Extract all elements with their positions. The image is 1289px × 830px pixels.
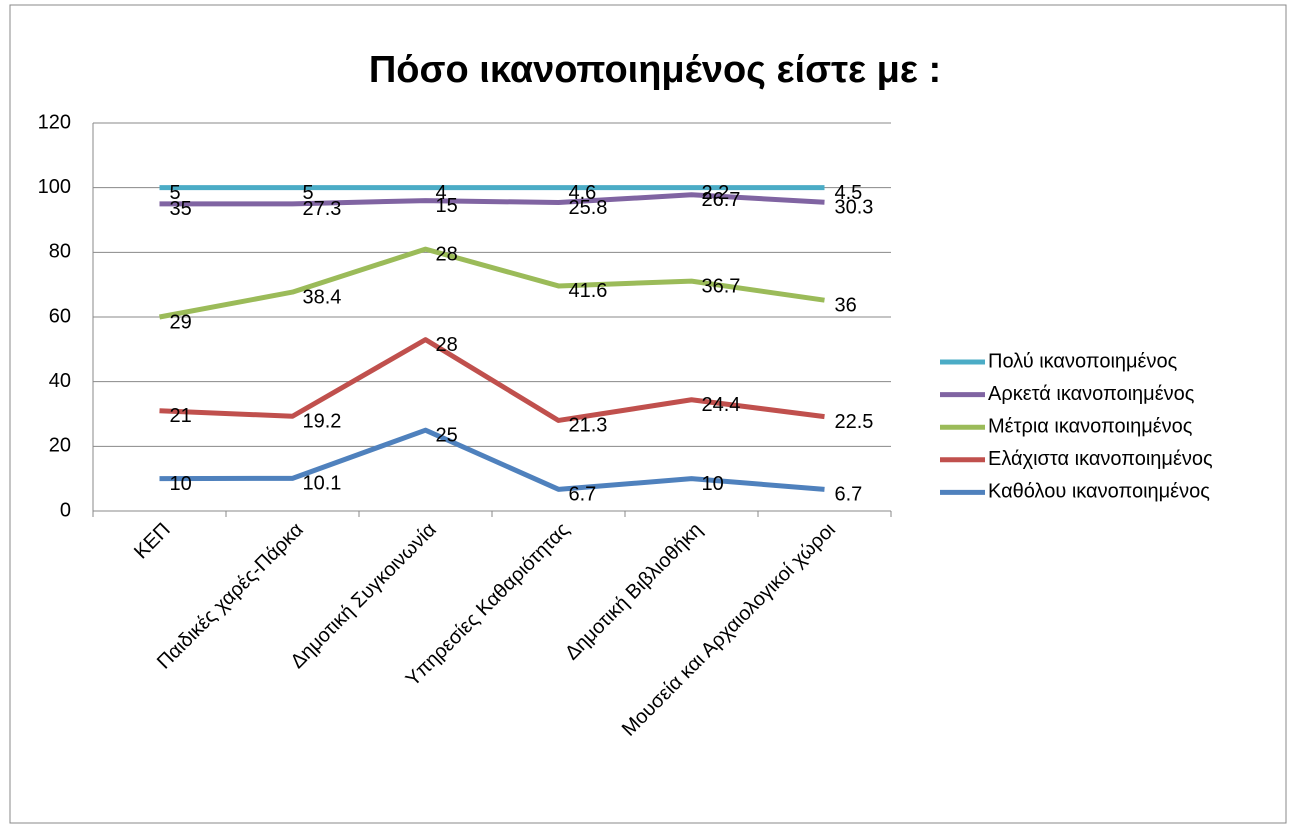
data-label: 4.5 xyxy=(835,182,863,204)
data-label: 28 xyxy=(436,243,458,265)
data-label: 36.7 xyxy=(702,275,741,297)
data-label: 36 xyxy=(835,294,857,316)
data-label: 2.2 xyxy=(702,182,730,204)
data-label: 41.6 xyxy=(569,280,608,302)
series-line xyxy=(159,427,825,492)
data-label: 15 xyxy=(436,195,458,217)
y-tick-label: 80 xyxy=(49,241,71,263)
data-label: 6.7 xyxy=(569,484,597,506)
chart-title: Πόσο ικανοποιημένος είστε με : xyxy=(369,49,941,91)
data-label: 29 xyxy=(170,311,192,333)
legend-label: Αρκετά ικανοποιημένος xyxy=(988,383,1195,405)
data-label: 10 xyxy=(170,473,192,495)
data-label: 35 xyxy=(170,198,192,220)
data-label: 25.8 xyxy=(569,197,608,219)
y-tick-label: 20 xyxy=(49,435,71,457)
data-label: 24.4 xyxy=(702,394,741,416)
data-label: 21.3 xyxy=(569,415,608,437)
legend-label: Μέτρια ικανοποιημένος xyxy=(988,415,1193,437)
data-label: 27.3 xyxy=(303,198,342,220)
series-line xyxy=(159,192,825,207)
data-label: 22.5 xyxy=(835,411,874,433)
data-label: 21 xyxy=(170,405,192,427)
data-label: 19.2 xyxy=(303,411,342,433)
data-label: 5 xyxy=(303,182,314,204)
series-line xyxy=(159,337,825,423)
y-tick-label: 0 xyxy=(60,499,71,521)
data-label: 4.6 xyxy=(569,182,597,204)
data-label: 4 xyxy=(436,182,447,204)
y-tick-label: 100 xyxy=(38,176,71,198)
data-label: 6.7 xyxy=(835,484,863,506)
data-label: 10 xyxy=(702,473,724,495)
legend-label: Ελάχιστα ικανοποιημένος xyxy=(988,448,1213,470)
data-label: 28 xyxy=(436,334,458,356)
data-label: 26.7 xyxy=(702,189,741,211)
data-label: 5 xyxy=(170,182,181,204)
data-label: 25 xyxy=(436,424,458,446)
series-line xyxy=(159,246,825,320)
legend-label: Πολύ ικανοποιημένος xyxy=(988,350,1178,372)
y-tick-label: 40 xyxy=(49,370,71,392)
y-tick-label: 120 xyxy=(38,111,71,133)
data-label: 38.4 xyxy=(303,286,342,308)
legend-label: Καθόλου ικανοποιημένος xyxy=(988,481,1210,503)
y-tick-label: 60 xyxy=(49,305,71,327)
data-label: 30.3 xyxy=(835,196,874,218)
data-label: 10.1 xyxy=(303,473,342,495)
